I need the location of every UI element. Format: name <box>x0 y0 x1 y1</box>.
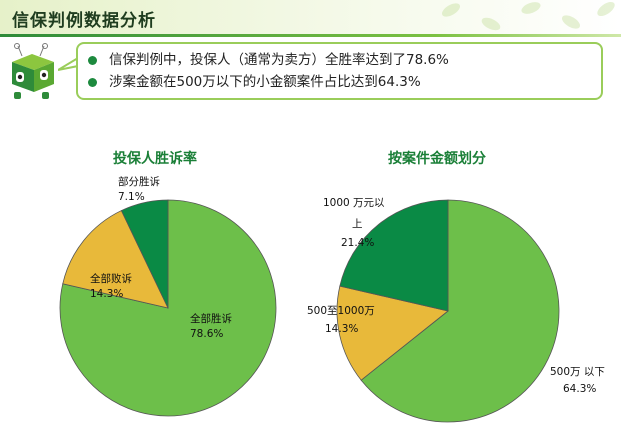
summary-text: 信保判例中，投保人（通常为卖方）全胜率达到了78.6% <box>109 52 449 68</box>
slice-label: 全部败诉 <box>90 272 132 285</box>
summary-item: 信保判例中，投保人（通常为卖方）全胜率达到了78.6% <box>88 49 449 71</box>
pie-slice <box>59 199 277 417</box>
pie-slice <box>339 199 449 312</box>
slice-label: 500至1000万 <box>307 305 375 317</box>
slice-label-line: 1000 万元以 <box>323 197 385 209</box>
chart-title-amount: 按案件金额划分 <box>388 151 486 167</box>
slice-label: 1000 万元以 <box>323 197 385 209</box>
slice-label-line: 上 <box>352 218 363 230</box>
slice-pct-label: 14.3% <box>90 288 123 300</box>
slice-label: 500万 以下 <box>550 366 605 378</box>
pie-chart-win-rate <box>59 199 277 417</box>
chart-title-win-rate: 投保人胜诉率 <box>113 151 197 167</box>
header-bar: 信保判例数据分析 <box>0 0 621 34</box>
summary-bubble: 信保判例中，投保人（通常为卖方）全胜率达到了78.6% 涉案金额在500万以下的… <box>76 42 603 100</box>
pie-slice <box>336 285 449 381</box>
bullet-dot-icon <box>88 77 97 87</box>
slice-pct-label: 78.6% <box>190 328 223 340</box>
summary-item: 涉案金额在500万以下的小金额案件占比达到64.3% <box>88 71 449 93</box>
summary-text: 涉案金额在500万以下的小金额案件占比达到64.3% <box>109 74 421 90</box>
bullet-dot-icon <box>88 55 97 65</box>
page-title: 信保判例数据分析 <box>12 11 156 31</box>
slice-pct-label: 21.4% <box>341 237 374 249</box>
mascot-icon <box>12 43 54 99</box>
pie-slice <box>360 199 560 423</box>
slice-label: 全部胜诉 <box>190 312 232 325</box>
summary-list: 信保判例中，投保人（通常为卖方）全胜率达到了78.6% 涉案金额在500万以下的… <box>88 49 449 93</box>
slice-pct-label: 14.3% <box>325 323 358 335</box>
leaf-pattern-icon <box>441 1 615 31</box>
slice-label: 部分胜诉 <box>118 175 160 188</box>
pie-chart-amount <box>336 199 560 423</box>
slice-pct-label: 64.3% <box>563 383 596 395</box>
header-underline <box>0 34 621 37</box>
pie-slice <box>62 210 169 309</box>
pie-slice <box>120 199 169 309</box>
slice-pct-label: 7.1% <box>118 191 145 203</box>
